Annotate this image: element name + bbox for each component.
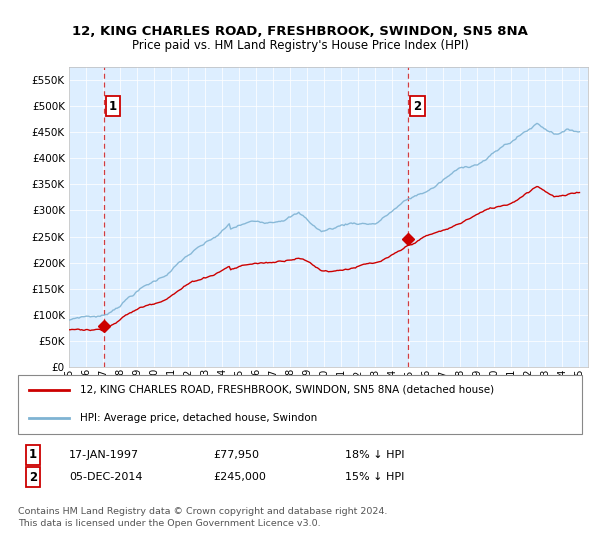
Text: 12, KING CHARLES ROAD, FRESHBROOK, SWINDON, SN5 8NA (detached house): 12, KING CHARLES ROAD, FRESHBROOK, SWIND… xyxy=(80,385,494,395)
Text: HPI: Average price, detached house, Swindon: HPI: Average price, detached house, Swin… xyxy=(80,413,317,423)
Text: 12, KING CHARLES ROAD, FRESHBROOK, SWINDON, SN5 8NA: 12, KING CHARLES ROAD, FRESHBROOK, SWIND… xyxy=(72,25,528,38)
Text: Contains HM Land Registry data © Crown copyright and database right 2024.
This d: Contains HM Land Registry data © Crown c… xyxy=(18,507,388,528)
Text: 05-DEC-2014: 05-DEC-2014 xyxy=(69,472,143,482)
Text: 1: 1 xyxy=(29,448,37,461)
Text: 2: 2 xyxy=(413,100,421,113)
Text: 2: 2 xyxy=(29,470,37,484)
Text: 1: 1 xyxy=(109,100,117,113)
Text: 17-JAN-1997: 17-JAN-1997 xyxy=(69,450,139,460)
Text: 18% ↓ HPI: 18% ↓ HPI xyxy=(345,450,404,460)
Text: Price paid vs. HM Land Registry's House Price Index (HPI): Price paid vs. HM Land Registry's House … xyxy=(131,39,469,52)
Text: 15% ↓ HPI: 15% ↓ HPI xyxy=(345,472,404,482)
Text: £77,950: £77,950 xyxy=(213,450,259,460)
Text: £245,000: £245,000 xyxy=(213,472,266,482)
